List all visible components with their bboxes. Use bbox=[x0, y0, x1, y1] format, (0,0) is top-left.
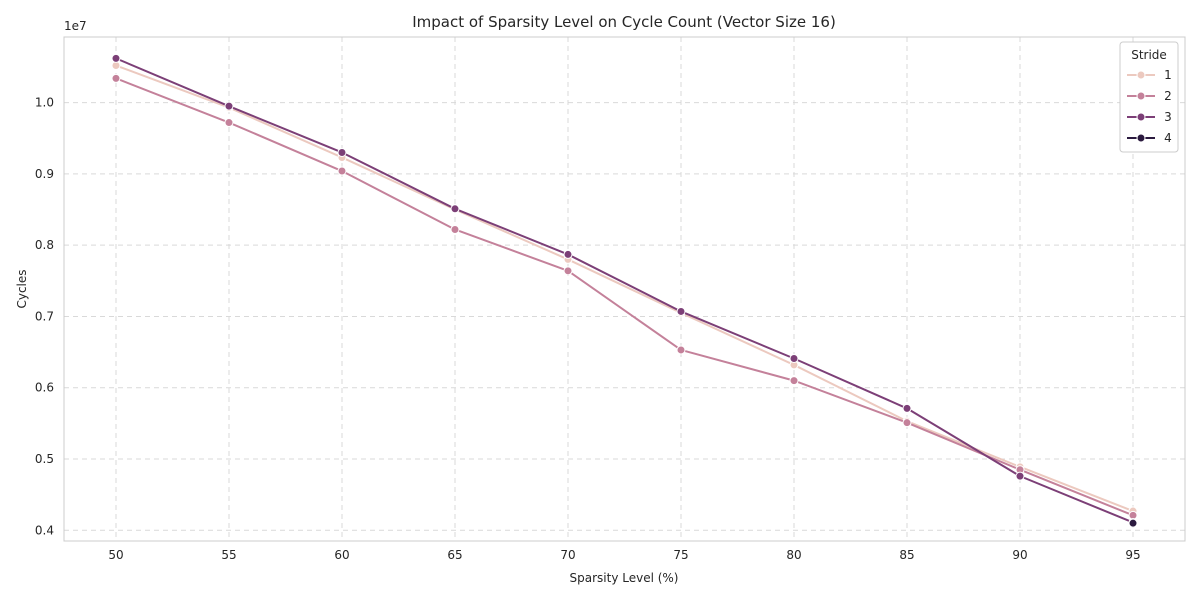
series-1 bbox=[111, 61, 1138, 516]
data-point-2 bbox=[676, 345, 686, 355]
legend-items: 1 2 3 4 bbox=[1127, 68, 1172, 145]
series-4 bbox=[1128, 518, 1138, 528]
x-tick-label: 75 bbox=[673, 548, 688, 562]
data-point-2 bbox=[450, 224, 460, 234]
series-group bbox=[111, 53, 1138, 528]
x-tick-label: 50 bbox=[108, 548, 123, 562]
legend-label: 3 bbox=[1164, 110, 1172, 124]
y-tick-label: 0.9 bbox=[35, 167, 54, 181]
data-point-3 bbox=[789, 354, 799, 364]
data-point-3 bbox=[224, 101, 234, 111]
x-tick-label: 60 bbox=[334, 548, 349, 562]
data-point-2 bbox=[111, 73, 121, 83]
legend-marker bbox=[1136, 133, 1146, 143]
y-tick-label: 0.7 bbox=[35, 309, 54, 323]
data-point-3 bbox=[337, 147, 347, 157]
legend-item-2: 2 bbox=[1127, 89, 1172, 103]
legend: Stride 1 2 3 4 bbox=[1119, 41, 1179, 153]
legend-marker bbox=[1136, 70, 1146, 80]
data-point-3 bbox=[450, 204, 460, 214]
legend-marker bbox=[1136, 112, 1146, 122]
legend-item-1: 1 bbox=[1127, 68, 1172, 82]
data-point-3 bbox=[676, 306, 686, 316]
data-point-2 bbox=[337, 166, 347, 176]
legend-label: 4 bbox=[1164, 131, 1172, 145]
series-line-2 bbox=[115, 77, 1134, 517]
x-tick-label: 65 bbox=[447, 548, 462, 562]
data-point-3 bbox=[902, 403, 912, 413]
y-tick-label: 0.5 bbox=[35, 452, 54, 466]
axis-ticks: 50 55 60 65 70 75 80 85 90 95 0.4 0.5 0.6 0.7 0.8 0.9 1.… bbox=[35, 96, 1141, 562]
x-axis-label: Sparsity Level (%) bbox=[570, 571, 679, 585]
x-tick-label: 95 bbox=[1125, 548, 1140, 562]
data-point-2 bbox=[789, 376, 799, 386]
data-point-4 bbox=[1128, 518, 1138, 528]
plot-area-frame bbox=[63, 36, 1186, 542]
data-point-3 bbox=[111, 53, 121, 63]
x-tick-label: 85 bbox=[899, 548, 914, 562]
series-line-1 bbox=[115, 64, 1134, 512]
data-point-2 bbox=[224, 118, 234, 128]
chart-title: Impact of Sparsity Level on Cycle Count … bbox=[412, 13, 836, 31]
grid bbox=[64, 37, 1185, 541]
data-point-2 bbox=[902, 418, 912, 428]
y-tick-label: 0.6 bbox=[35, 381, 54, 395]
y-tick-label: 0.4 bbox=[35, 523, 54, 537]
x-tick-label: 55 bbox=[221, 548, 236, 562]
y-tick-label: 0.8 bbox=[35, 238, 54, 252]
data-point-2 bbox=[563, 266, 573, 276]
legend-item-4: 4 bbox=[1127, 131, 1172, 145]
legend-item-3: 3 bbox=[1127, 110, 1172, 124]
data-point-3 bbox=[563, 249, 573, 259]
data-point-3 bbox=[1015, 471, 1025, 481]
y-tick-label: 1.0 bbox=[35, 96, 54, 110]
legend-marker bbox=[1136, 91, 1146, 101]
y-axis-offset-label: 1e7 bbox=[64, 19, 87, 33]
legend-title: Stride bbox=[1131, 48, 1167, 62]
series-line-3 bbox=[115, 57, 1134, 524]
legend-label: 1 bbox=[1164, 68, 1172, 82]
legend-label: 2 bbox=[1164, 89, 1172, 103]
series-2 bbox=[111, 73, 1138, 520]
x-tick-label: 70 bbox=[560, 548, 575, 562]
y-axis-label: Cycles bbox=[15, 269, 29, 308]
series-3 bbox=[111, 53, 1138, 527]
x-tick-label: 90 bbox=[1012, 548, 1027, 562]
x-tick-label: 80 bbox=[786, 548, 801, 562]
